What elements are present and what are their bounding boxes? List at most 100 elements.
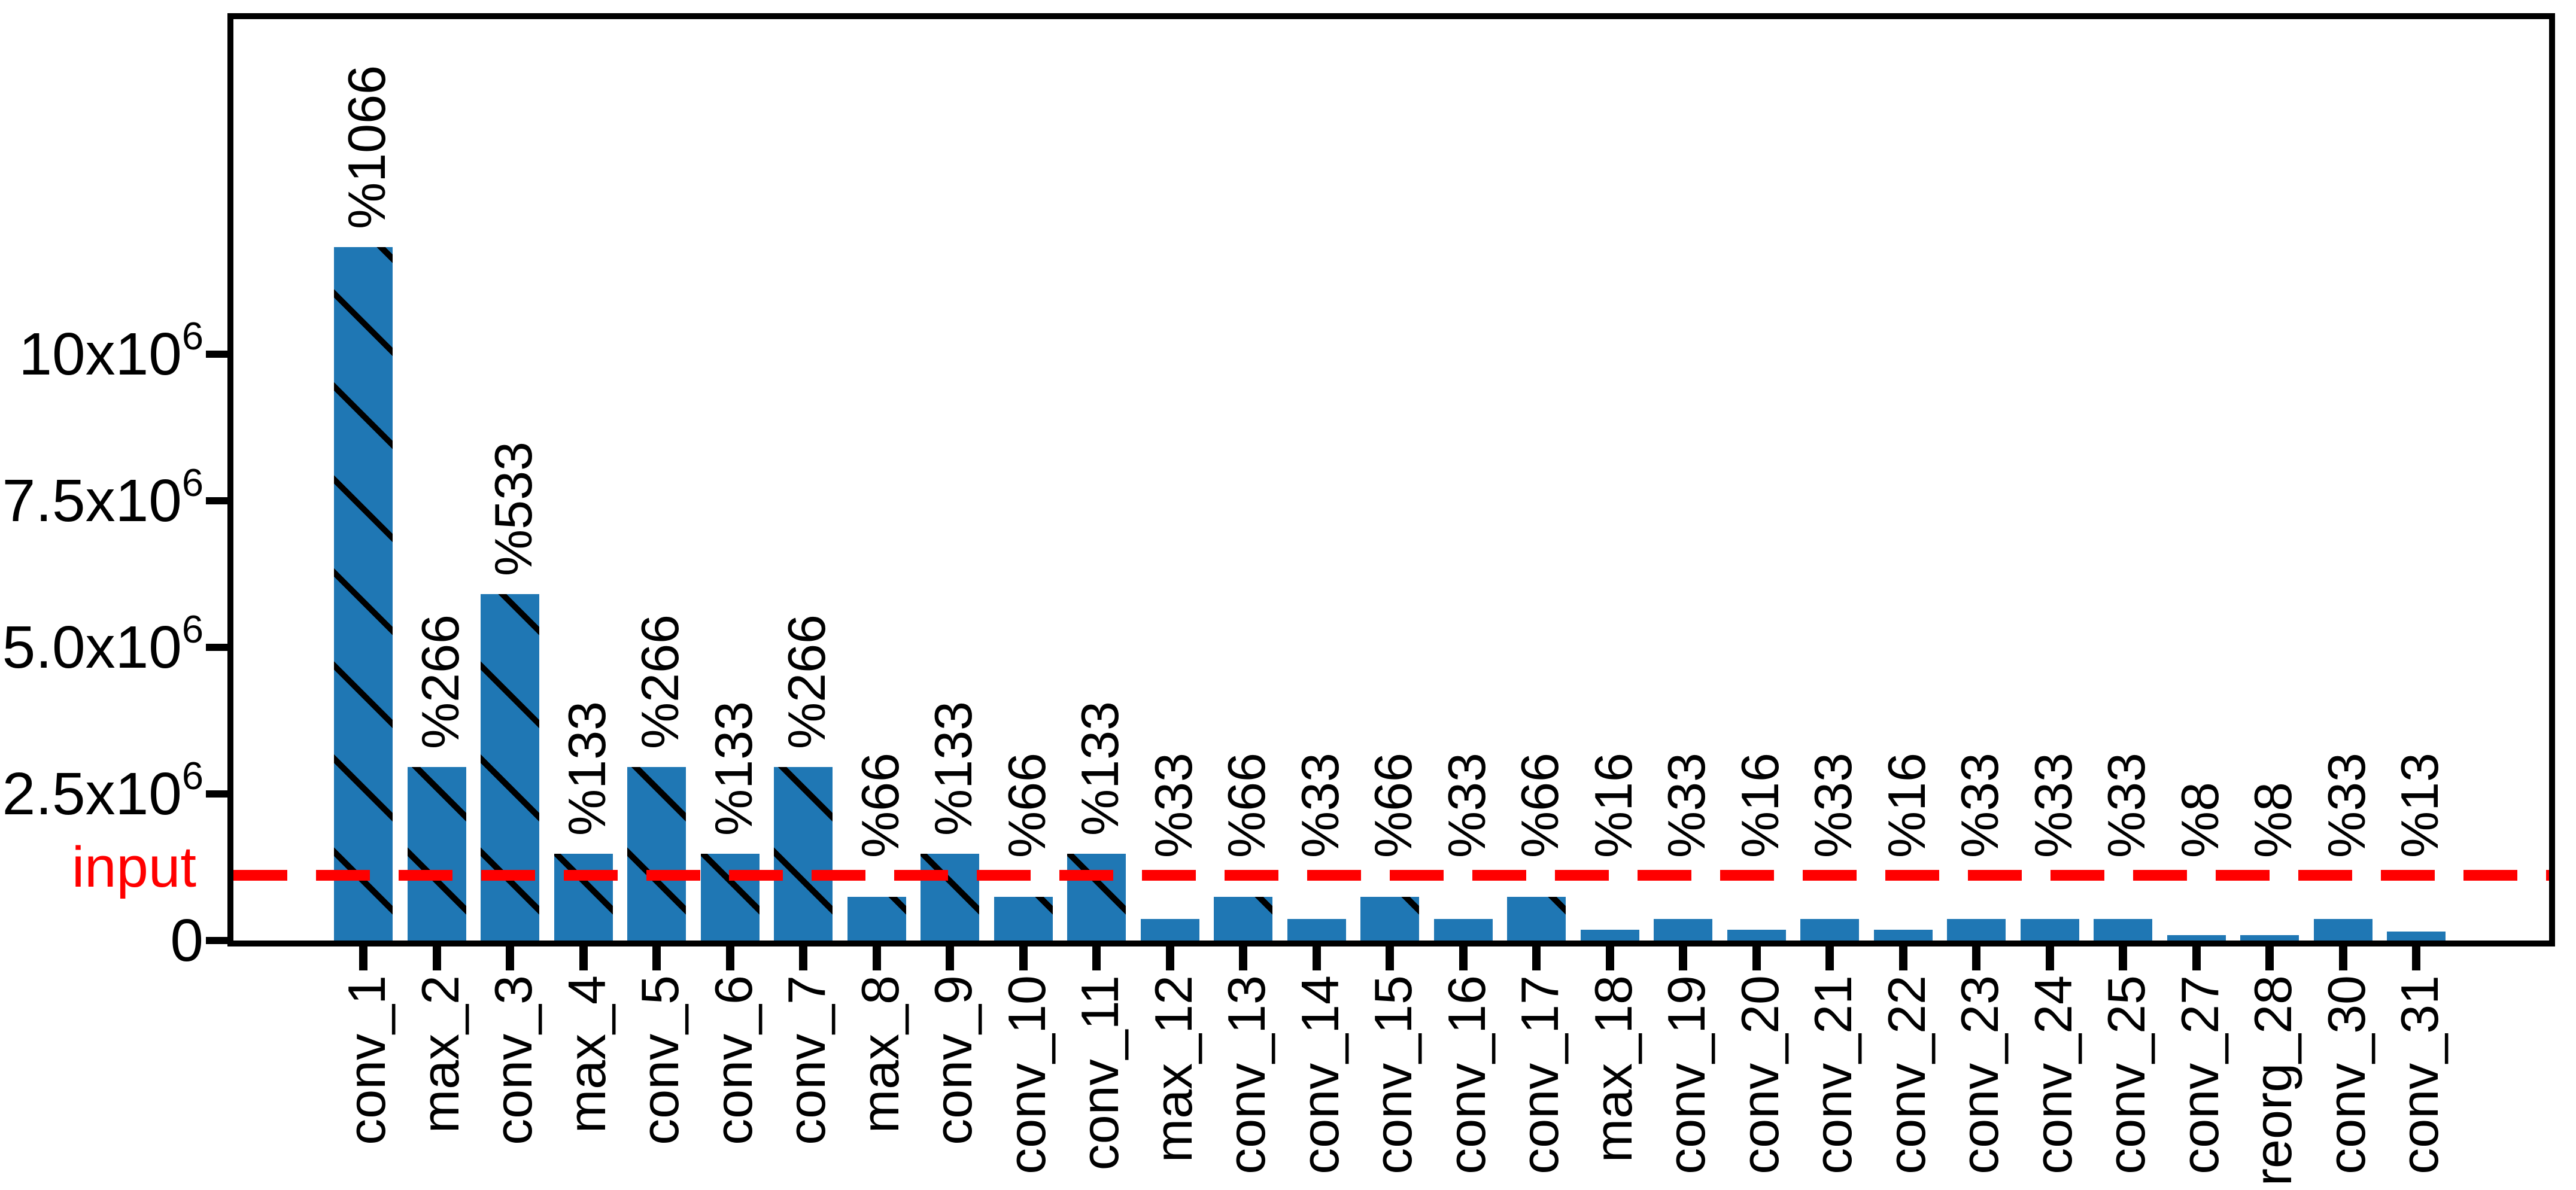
bar-percentage-label: %33 [1143, 752, 1203, 858]
x-axis-tick [359, 946, 367, 970]
bar-percentage-label: %266 [410, 614, 470, 750]
x-axis-tick [1972, 946, 1980, 970]
y-axis-tick [206, 937, 227, 944]
bar [1800, 918, 1859, 941]
bar [921, 853, 979, 941]
x-axis-tick-label: conv_14 [1290, 975, 1350, 1174]
x-axis-tick [2192, 946, 2201, 970]
x-axis-tick-label: conv_15 [1363, 975, 1423, 1174]
bar-percentage-label: %266 [777, 614, 836, 750]
x-axis-tick [725, 946, 734, 970]
bar-percentage-label: %66 [850, 752, 910, 858]
bar [1287, 918, 1346, 941]
y-axis-tick [206, 644, 227, 651]
bar [1140, 918, 1199, 941]
x-axis-tick-label: conv_7 [777, 975, 836, 1145]
input-reference-line [233, 870, 2549, 881]
bar-percentage-label: %133 [703, 701, 763, 836]
bar-percentage-label: %33 [1290, 752, 1350, 858]
bar-percentage-label: %33 [2316, 752, 2376, 858]
x-axis-tick-label: conv_13 [1217, 975, 1276, 1174]
x-axis-tick-label: conv_11 [1070, 975, 1129, 1171]
input-reference-label: input [71, 835, 196, 899]
bar [1360, 897, 1419, 941]
bar-percentage-label: %266 [630, 614, 689, 750]
bar [2313, 918, 2373, 941]
bar-percentage-label: %66 [1510, 752, 1569, 858]
bar [1873, 929, 1933, 941]
x-axis-tick-label: conv_17 [1510, 975, 1569, 1174]
bar [1947, 918, 2006, 941]
bar [700, 853, 760, 941]
x-axis-tick [1312, 946, 1321, 970]
x-axis-tick [946, 946, 954, 970]
bar-percentage-label: %1066 [337, 65, 396, 230]
bar [554, 853, 613, 941]
x-axis-tick-label: max_12 [1143, 975, 1203, 1163]
x-axis-tick-label: max_18 [1583, 975, 1643, 1163]
bar-percentage-label: %13 [2390, 752, 2449, 858]
bar-percentage-label: %33 [1657, 752, 1716, 858]
x-axis-tick-label: conv_10 [997, 975, 1056, 1174]
bar [774, 766, 833, 941]
bar-percentage-label: %16 [1876, 752, 1936, 858]
x-axis-tick [652, 946, 661, 970]
x-axis-tick [2338, 946, 2347, 970]
x-axis-tick-label: max_8 [850, 975, 910, 1134]
x-axis-tick [1165, 946, 1174, 970]
bar-percentage-label: %133 [1070, 701, 1129, 836]
x-axis-tick [432, 946, 441, 970]
bar [2387, 932, 2446, 941]
x-axis-tick [579, 946, 588, 970]
y-axis-tick-label: 0 [170, 907, 203, 974]
x-axis-tick-label: conv_5 [630, 975, 689, 1145]
y-axis-tick-label: 7.5x106 [2, 461, 203, 534]
x-axis-tick-label: conv_20 [1730, 975, 1790, 1174]
x-axis-tick-label: max_2 [410, 975, 470, 1134]
x-axis-tick [2265, 946, 2274, 970]
x-axis-tick [1386, 946, 1394, 970]
x-axis-tick [1898, 946, 1907, 970]
bar-percentage-label: %33 [2023, 752, 2083, 858]
x-axis-tick [1019, 946, 1028, 970]
y-axis-tick [206, 790, 227, 798]
x-axis-tick [799, 946, 807, 970]
y-axis-tick-label: 2.5x106 [2, 754, 203, 827]
bar [334, 246, 393, 941]
bar [407, 766, 466, 941]
x-axis-tick [1239, 946, 1247, 970]
bar [1727, 929, 1786, 941]
x-axis-tick-label: conv_27 [2170, 975, 2229, 1174]
bar [2240, 935, 2299, 941]
bar-percentage-label: %66 [1363, 752, 1423, 858]
bar [1580, 929, 1639, 941]
bar [1433, 918, 1493, 941]
bar-percentage-label: %16 [1730, 752, 1790, 858]
x-axis-tick [872, 946, 881, 970]
x-axis-tick [1825, 946, 1834, 970]
x-axis-tick-label: conv_25 [2097, 975, 2156, 1174]
bar [1507, 897, 1566, 941]
x-axis-tick-label: conv_9 [924, 975, 983, 1145]
x-axis-tick [2412, 946, 2420, 970]
x-axis-tick [506, 946, 514, 970]
x-axis-tick-label: conv_1 [337, 975, 396, 1145]
x-axis-tick-label: max_4 [557, 975, 616, 1134]
bar [2167, 935, 2226, 941]
bar [481, 594, 539, 941]
x-axis-tick-label: conv_23 [1950, 975, 2009, 1174]
bar [1214, 897, 1272, 941]
x-axis-tick [1679, 946, 1687, 970]
x-axis-tick-label: conv_21 [1803, 975, 1863, 1174]
x-axis-tick [1092, 946, 1101, 970]
bar [2020, 918, 2079, 941]
bar-percentage-label: %133 [924, 701, 983, 836]
bar-percentage-label: %33 [1436, 752, 1496, 858]
bar [847, 897, 906, 941]
x-axis-tick-label: conv_16 [1436, 975, 1496, 1174]
bar-percentage-label: %133 [557, 701, 616, 836]
bar-percentage-label: %66 [1217, 752, 1276, 858]
bar-percentage-label: %8 [2170, 781, 2229, 858]
plot-frame [227, 13, 2555, 946]
